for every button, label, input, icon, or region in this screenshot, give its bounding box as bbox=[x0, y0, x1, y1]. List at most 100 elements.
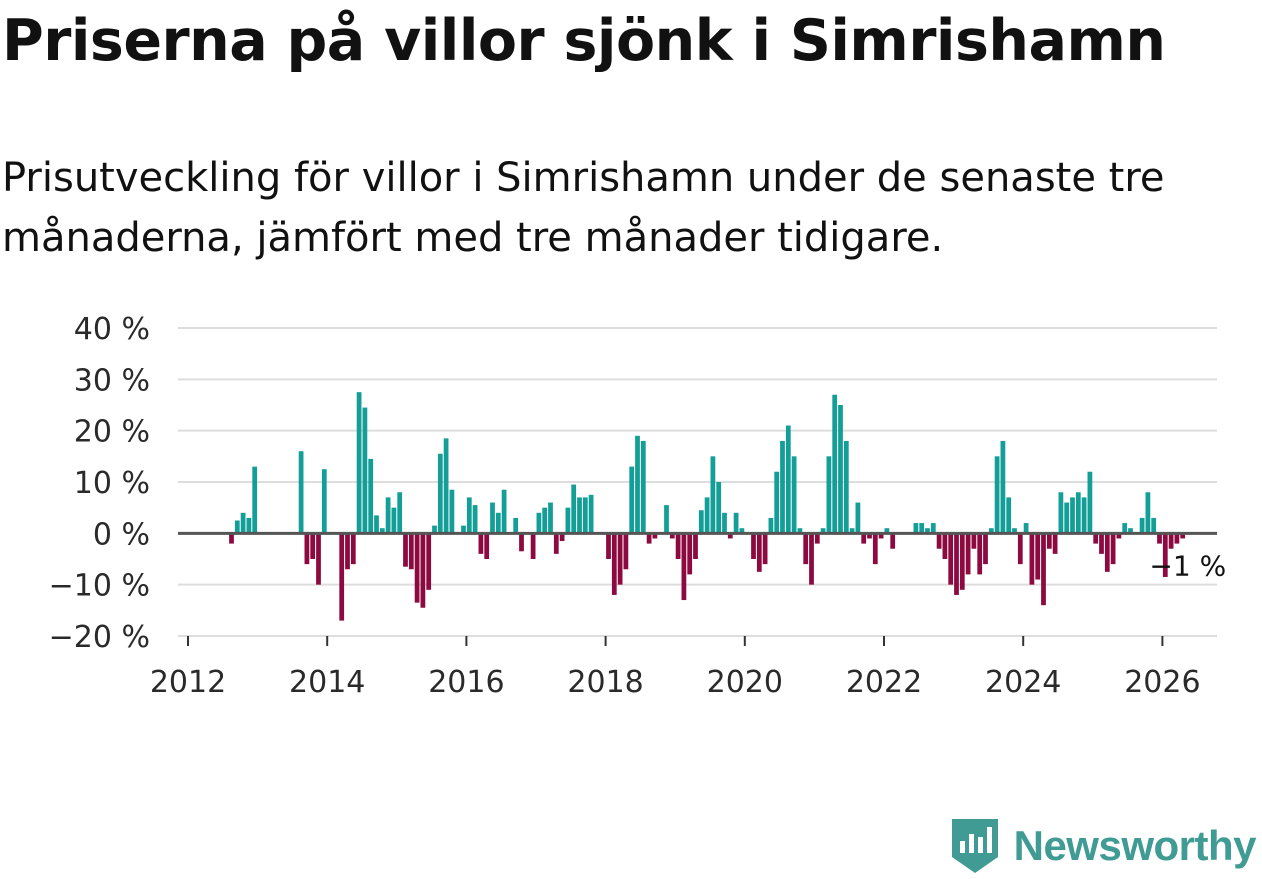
bar bbox=[449, 489, 455, 534]
bar bbox=[1064, 502, 1070, 534]
bar bbox=[385, 497, 391, 534]
bar bbox=[362, 407, 368, 534]
bar bbox=[722, 512, 727, 534]
bar bbox=[1116, 533, 1122, 539]
bar bbox=[861, 533, 867, 544]
bar bbox=[814, 533, 820, 544]
bar bbox=[1093, 533, 1099, 544]
bar bbox=[559, 533, 565, 542]
bar-series bbox=[229, 392, 1186, 621]
bar bbox=[234, 520, 240, 534]
bar bbox=[374, 515, 379, 534]
bar bbox=[466, 497, 472, 534]
bar bbox=[356, 392, 362, 534]
bar bbox=[785, 425, 791, 534]
bar bbox=[501, 489, 507, 534]
bar bbox=[542, 507, 548, 534]
bar bbox=[925, 528, 930, 534]
bar bbox=[1139, 517, 1145, 534]
bar bbox=[246, 517, 252, 534]
bar bbox=[762, 533, 768, 565]
bar bbox=[536, 512, 542, 534]
bar bbox=[350, 533, 356, 565]
bar bbox=[977, 533, 983, 575]
bar bbox=[809, 533, 814, 585]
bar bbox=[843, 440, 849, 534]
bar bbox=[1174, 533, 1180, 544]
bar bbox=[391, 507, 397, 534]
bar bbox=[420, 533, 426, 608]
bar bbox=[716, 482, 722, 534]
bar bbox=[443, 438, 449, 534]
bar bbox=[403, 533, 408, 567]
bar bbox=[803, 533, 809, 565]
bar bbox=[675, 533, 681, 559]
bar bbox=[942, 533, 948, 559]
x-tick-label: 2012 bbox=[150, 665, 226, 700]
bar bbox=[687, 533, 693, 575]
bar bbox=[751, 533, 756, 559]
bar bbox=[930, 523, 936, 534]
bar bbox=[426, 533, 432, 590]
bar bbox=[252, 466, 258, 534]
bar bbox=[1104, 533, 1110, 572]
bar bbox=[1023, 523, 1029, 534]
bar bbox=[513, 517, 519, 534]
bar bbox=[484, 533, 490, 559]
bar bbox=[379, 528, 385, 534]
bar bbox=[240, 512, 246, 534]
bar bbox=[855, 502, 861, 534]
bar bbox=[1075, 492, 1081, 534]
bar bbox=[936, 533, 942, 549]
y-tick-label: 20 % bbox=[74, 415, 150, 450]
bar bbox=[948, 533, 954, 585]
bar bbox=[414, 533, 420, 603]
bar bbox=[472, 505, 478, 534]
bar bbox=[606, 533, 611, 559]
y-tick-label: −20 % bbox=[49, 620, 150, 655]
bar bbox=[1035, 533, 1041, 580]
bar bbox=[1162, 533, 1168, 577]
bar bbox=[826, 456, 832, 534]
bar bbox=[582, 497, 588, 534]
bar bbox=[774, 471, 780, 534]
latest-value-annotation: −1 % bbox=[1149, 549, 1226, 582]
bar bbox=[971, 533, 977, 549]
bar bbox=[1128, 528, 1133, 534]
bar bbox=[727, 533, 733, 539]
bar bbox=[1052, 533, 1058, 554]
bar bbox=[994, 456, 1000, 534]
bar bbox=[1151, 517, 1157, 534]
bar bbox=[1058, 492, 1064, 534]
x-tick-label: 2026 bbox=[1124, 665, 1200, 700]
bar bbox=[310, 533, 316, 559]
bar bbox=[1110, 533, 1116, 565]
bar bbox=[1081, 497, 1087, 534]
x-tick-label: 2018 bbox=[567, 665, 643, 700]
bar bbox=[635, 435, 640, 534]
chart-title: Priserna på villor sjönk i Simrishamn bbox=[2, 8, 1166, 74]
bar bbox=[791, 456, 797, 534]
bar bbox=[1070, 497, 1075, 534]
bar bbox=[519, 533, 524, 552]
bar bbox=[1145, 492, 1151, 534]
bar bbox=[965, 533, 971, 575]
bar bbox=[838, 405, 843, 534]
bar bbox=[1180, 533, 1186, 539]
bar bbox=[704, 497, 710, 534]
bar bbox=[954, 533, 959, 595]
bar bbox=[988, 528, 994, 534]
bar bbox=[884, 528, 890, 534]
bar bbox=[919, 523, 925, 534]
bar bbox=[588, 494, 594, 534]
y-tick-label: 10 % bbox=[74, 466, 150, 501]
bar bbox=[1041, 533, 1046, 606]
bar bbox=[565, 507, 571, 534]
bar bbox=[611, 533, 617, 595]
gridlines bbox=[178, 327, 1217, 637]
bar bbox=[710, 456, 716, 534]
bar bbox=[548, 502, 553, 534]
brand-logo: Newsworthy bbox=[950, 817, 1257, 875]
bar bbox=[1012, 528, 1017, 534]
chart-subtitle: Prisutveckling för villor i Simrishamn u… bbox=[2, 155, 1165, 261]
